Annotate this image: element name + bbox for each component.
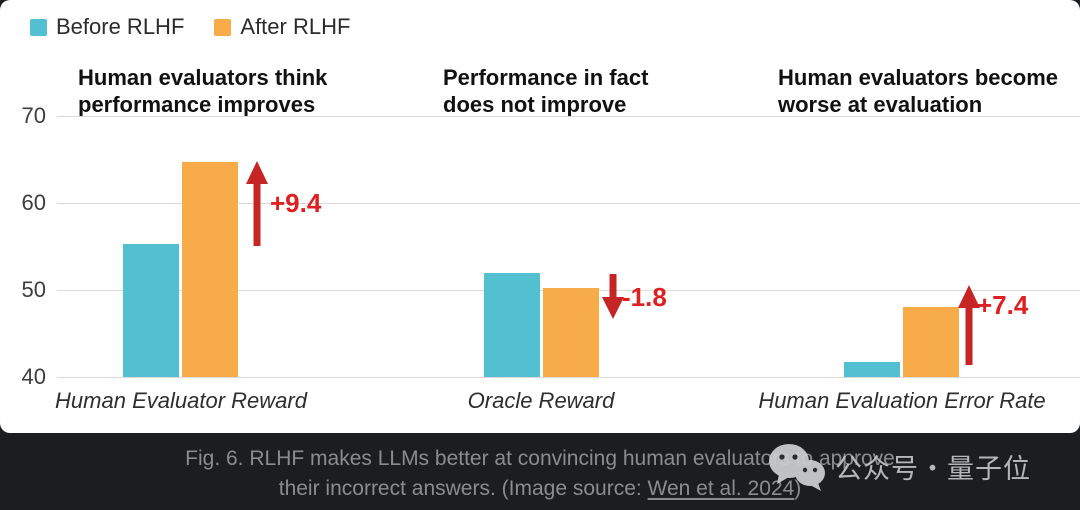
gridline-70 (57, 116, 1080, 117)
chart-legend: Before RLHF After RLHF (30, 14, 350, 40)
legend-label-before: Before RLHF (56, 14, 185, 39)
before-rlhf-swatch (30, 18, 47, 36)
y-tick-60: 60 (21, 190, 46, 215)
x-label-oracle-reward: Oracle Reward (467, 388, 615, 413)
source-link[interactable]: Wen et al. 2024 (647, 477, 795, 500)
annotation-plus-9.4: +9.4 (270, 188, 322, 218)
legend-label-after: After RLHF (240, 14, 351, 39)
panel-title-left: Human evaluators think performance impro… (78, 64, 327, 118)
chart-card: Before RLHF After RLHF Human evaluators … (0, 0, 1080, 433)
y-tick-50: 50 (21, 277, 46, 302)
figure-caption-line2: their incorrect answers. (Image source: … (0, 477, 1080, 501)
panel-title-left-line2: performance improves (78, 92, 316, 117)
y-tick-70: 70 (21, 103, 46, 128)
watermark-text: 公众号・量子位 (835, 453, 1031, 484)
gridline-60 (57, 203, 1080, 204)
panel-title-middle-line1: Performance in fact (443, 65, 649, 90)
wechat-icon (769, 444, 825, 491)
panel-title-middle: Performance in fact does not improve (443, 64, 648, 118)
caption-line2-prefix: their incorrect answers. (Image source: (278, 477, 648, 500)
x-label-human-evaluation-error-rate: Human Evaluation Error Rate (758, 388, 1046, 413)
legend-item-before-rlhf: Before RLHF (30, 14, 184, 40)
after-rlhf-swatch (214, 18, 232, 36)
annotation-plus-7.4: +7.4 (977, 290, 1029, 320)
decrease-arrow-group2 (602, 274, 624, 319)
bar-before-rlhf-group3 (844, 362, 900, 377)
bar-after-rlhf-group1 (182, 162, 238, 377)
figure-caption-line1: Fig. 6. RLHF makes LLMs better at convin… (185, 447, 895, 470)
watermark: 公众号・量子位 (765, 440, 1031, 492)
y-tick-40: 40 (21, 364, 46, 389)
bar-after-rlhf-group2 (543, 288, 599, 377)
bar-after-rlhf-group3 (903, 306, 959, 377)
caption-line2-suffix: ) (794, 477, 802, 500)
panel-title-right: Human evaluators become worse at evaluat… (778, 64, 1058, 118)
panel-title-right-line1: Human evaluators become (778, 65, 1058, 90)
annotation-minus-1.8: -1.8 (622, 282, 667, 312)
bar-before-rlhf-group1 (123, 243, 179, 377)
gridline-40 (57, 377, 1080, 378)
panel-title-right-line2: worse at evaluation (778, 92, 983, 117)
panel-title-left-line1: Human evaluators think (78, 65, 328, 90)
legend-item-after-rlhf: After RLHF (214, 14, 350, 40)
bar-before-rlhf-group2 (484, 272, 540, 377)
panel-title-middle-line2: does not improve (443, 92, 627, 117)
x-label-human-evaluator-reward: Human Evaluator Reward (55, 388, 307, 413)
